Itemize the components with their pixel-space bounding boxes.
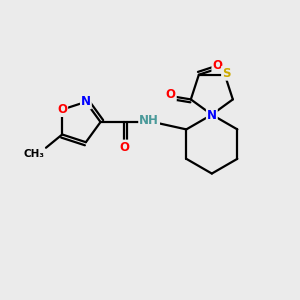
- Text: N: N: [81, 95, 91, 108]
- Text: O: O: [166, 88, 176, 100]
- Text: N: N: [207, 109, 217, 122]
- Text: O: O: [212, 59, 222, 72]
- Text: NH: NH: [139, 114, 159, 127]
- Text: O: O: [119, 141, 129, 154]
- Text: S: S: [222, 67, 230, 80]
- Text: O: O: [57, 103, 67, 116]
- Text: CH₃: CH₃: [23, 148, 44, 159]
